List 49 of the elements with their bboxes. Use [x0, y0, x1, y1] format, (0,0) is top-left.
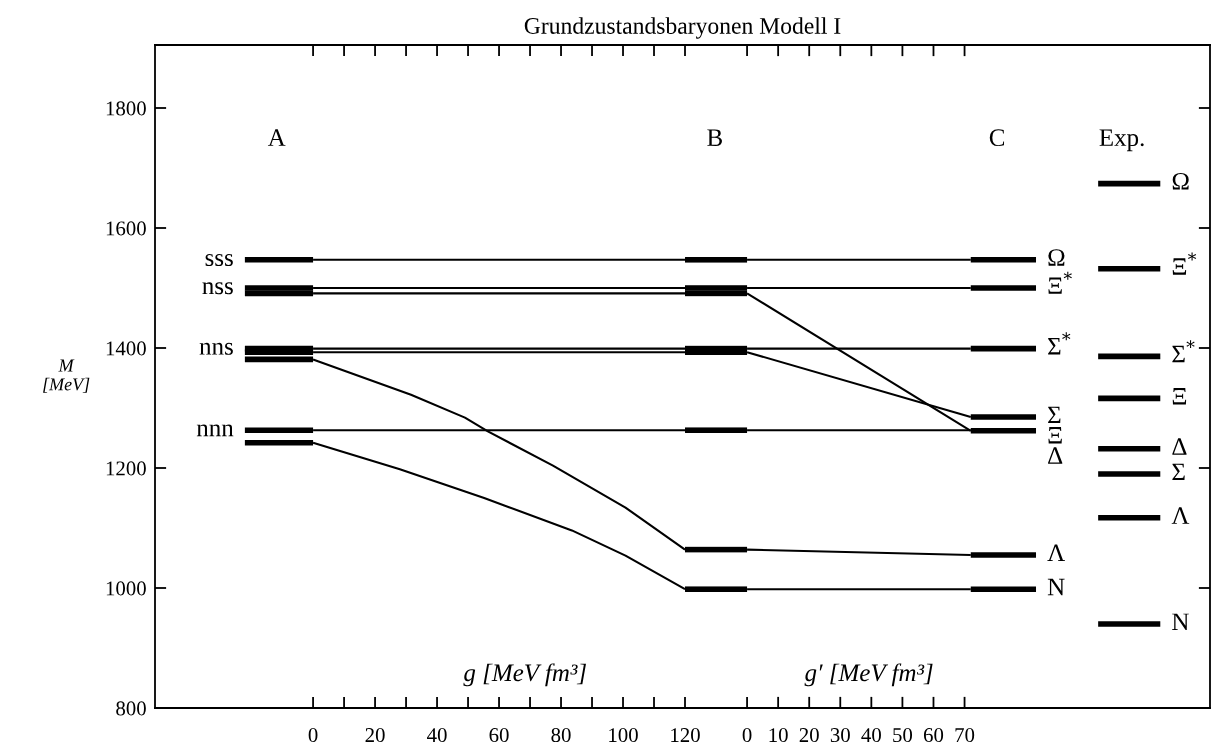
y-tick-label: 1400: [106, 341, 146, 356]
annotation: Σ$^{*}$: [1172, 340, 1195, 363]
annotation: sss: [205, 254, 233, 267]
x-tick-label: 0: [742, 728, 752, 743]
x-tick-label: 50: [893, 728, 913, 743]
annotation: Ξ$^{*}$: [1172, 252, 1197, 275]
x-tick-label: 70: [955, 728, 975, 743]
annotation: N: [1172, 613, 1189, 631]
y-tick-label: 1200: [106, 461, 146, 476]
annotation: nns: [199, 342, 233, 355]
x-tick-label: 40: [427, 728, 447, 743]
x-tick-label: 80: [551, 728, 571, 743]
annotation: Ξ: [1048, 427, 1062, 444]
x-tick-label: 30: [830, 728, 850, 743]
y-tick-label: 800: [116, 701, 146, 716]
y-tick-label: 1800: [106, 101, 146, 116]
annotation: Exp.: [1099, 129, 1144, 152]
annotation: Λ: [1047, 544, 1065, 562]
annotation: Λ: [1171, 507, 1190, 524]
chart-title: Grundzustandsbaryonen Modell I: [524, 17, 841, 39]
annotation: C: [989, 129, 1005, 147]
annotation: N: [1047, 578, 1065, 596]
annotation: nnn: [196, 424, 234, 437]
x-tick-label: 60: [923, 728, 944, 743]
annotation: nss: [202, 282, 233, 295]
annotation: Ω: [1172, 173, 1189, 190]
annotation: Σ: [1048, 406, 1061, 424]
annotation: Σ$^{*}$: [1048, 332, 1071, 355]
x-axis-title: g′ [MeV fm³]: [804, 663, 933, 687]
annotation: Δ: [1172, 438, 1187, 455]
annotation: Σ: [1172, 463, 1185, 481]
y-tick-label: 1600: [106, 221, 146, 236]
x-tick-label: 20: [365, 728, 385, 743]
annotation: A: [267, 129, 286, 146]
annotation: Ω: [1048, 249, 1065, 266]
annotation: Ξ: [1172, 388, 1187, 405]
x-tick-label: 60: [489, 728, 509, 743]
x-tick-label: 10: [769, 728, 788, 743]
x-axis-title: g [MeV fm³]: [463, 663, 586, 687]
y-tick-label: 1000: [106, 581, 146, 596]
y-axis-title: M [MeV]: [43, 359, 90, 393]
x-tick-label: 40: [861, 728, 881, 743]
x-tick-label: 20: [799, 728, 819, 743]
x-tick-label: 0: [308, 728, 318, 743]
annotation: B: [707, 129, 722, 146]
annotation: Δ: [1048, 447, 1063, 464]
x-tick-label: 120: [671, 728, 700, 743]
annotation: Ξ$^{*}$: [1048, 271, 1072, 294]
x-tick-label: 100: [609, 728, 638, 743]
